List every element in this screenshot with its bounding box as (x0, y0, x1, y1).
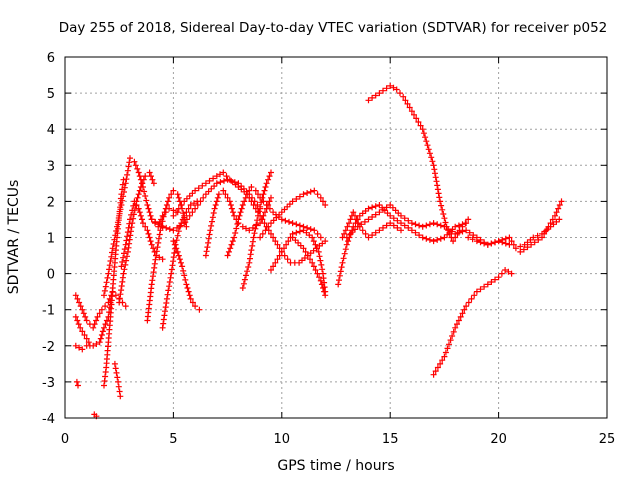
grid (65, 57, 607, 418)
chart-title: Day 255 of 2018, Sidereal Day-to-day VTE… (59, 20, 608, 36)
data-point-marks (339, 209, 404, 241)
series-arc-14 (170, 238, 203, 313)
y-tick-label: 4 (47, 123, 55, 138)
data-point-marks (111, 360, 124, 400)
data-point-marks (465, 216, 563, 252)
x-tick-label: 5 (169, 432, 177, 447)
y-tick-label: -3 (42, 376, 55, 391)
series-arc-27 (465, 216, 563, 252)
data-point-marks (91, 411, 100, 420)
y-tick-label: 1 (47, 232, 55, 247)
y-tick-label: 0 (47, 268, 55, 283)
y-tick-label: -1 (42, 304, 55, 319)
series-arc-19 (257, 187, 329, 241)
y-tick-label: 6 (47, 51, 55, 66)
series-arc-03 (72, 313, 92, 346)
data-point-marks (365, 82, 472, 245)
x-tick-label: 0 (61, 432, 69, 447)
y-tick-label: -2 (42, 340, 55, 355)
y-tick-label: 5 (47, 87, 55, 102)
series-arc-04 (73, 378, 81, 389)
series-arc-28 (517, 198, 565, 255)
plot-frame (64, 56, 608, 419)
axis-ticks: 0 5 10 15 20 25 -4 -3 -2 -1 0 1 2 3 4 5 6 (42, 51, 615, 447)
series-arc-25 (365, 82, 472, 245)
data-point-marks (257, 187, 329, 241)
series-arc-08 (111, 360, 124, 400)
data-point-marks (159, 198, 201, 331)
data-point-marks (72, 313, 92, 346)
y-tick-label: 2 (47, 195, 55, 210)
data-point-marks (430, 267, 515, 378)
data-point-marks (289, 234, 329, 299)
x-axis-label: GPS time / hours (277, 458, 394, 474)
series-arc-26 (430, 267, 515, 378)
data-point-marks (170, 238, 203, 313)
data-series (72, 82, 565, 420)
data-point-marks (517, 198, 565, 255)
data-point-marks (144, 187, 190, 324)
series-arc-21 (289, 234, 329, 299)
series-arc-12 (159, 198, 201, 331)
x-tick-label: 10 (274, 432, 291, 447)
x-tick-label: 25 (599, 432, 616, 447)
series-arc-11 (144, 187, 190, 324)
x-tick-label: 20 (490, 432, 507, 447)
series-arc-20 (268, 227, 329, 295)
series-arc-18 (239, 169, 274, 291)
data-point-marks (239, 169, 274, 291)
x-tick-label: 15 (382, 432, 399, 447)
y-axis-label: SDTVAR / TECUs (6, 180, 22, 295)
data-point-marks (73, 378, 81, 389)
y-tick-label: 3 (47, 159, 55, 174)
y-tick-label: -4 (42, 412, 55, 427)
series-arc-24 (339, 209, 404, 241)
series-arc-05 (91, 411, 100, 420)
data-point-marks (268, 227, 329, 295)
